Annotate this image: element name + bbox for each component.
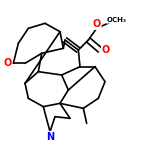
Text: O: O: [3, 58, 12, 68]
Text: O: O: [93, 19, 101, 29]
Text: N: N: [46, 132, 54, 142]
Text: O: O: [102, 45, 110, 55]
Text: OCH₃: OCH₃: [107, 17, 127, 23]
